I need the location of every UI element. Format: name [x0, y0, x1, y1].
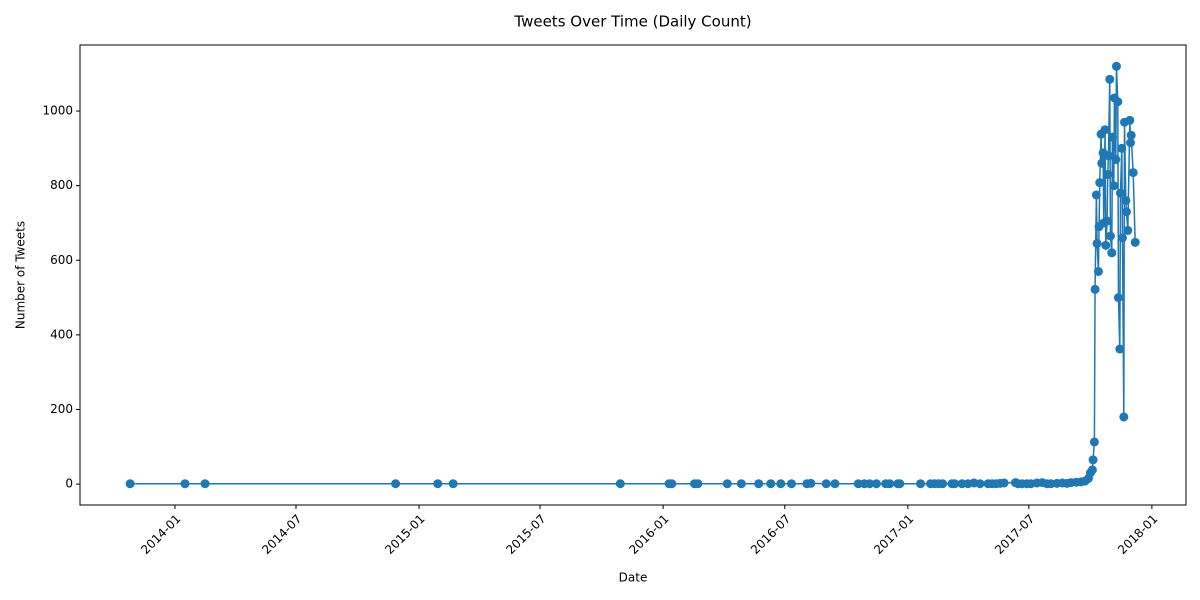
- point: [871, 479, 881, 489]
- point: [125, 479, 135, 489]
- point: [1092, 238, 1102, 248]
- point: [786, 479, 796, 489]
- y-tick-label: 1000: [42, 104, 73, 118]
- point: [938, 479, 948, 489]
- x-tick-label: 2018-01: [1115, 512, 1160, 557]
- point: [1101, 240, 1111, 250]
- point: [1125, 115, 1135, 125]
- x-axis-label: Date: [619, 571, 648, 585]
- point: [1123, 225, 1133, 235]
- x-tick-label: 2017-01: [871, 512, 916, 557]
- point: [200, 479, 210, 489]
- point: [1117, 143, 1127, 153]
- point: [448, 479, 458, 489]
- point: [950, 479, 960, 489]
- point: [1105, 231, 1115, 241]
- point: [1115, 188, 1125, 198]
- point: [1088, 455, 1098, 465]
- point: [1109, 181, 1119, 191]
- point: [1093, 266, 1103, 276]
- plot-frame: [79, 44, 1187, 506]
- point: [1095, 178, 1105, 188]
- point: [766, 479, 776, 489]
- y-tick-label: 400: [50, 327, 73, 341]
- point: [1115, 344, 1125, 354]
- y-tick-label: 200: [50, 402, 73, 416]
- point: [1130, 237, 1140, 247]
- y-axis-label: Number of Tweets: [14, 221, 28, 329]
- point: [1125, 138, 1135, 148]
- point: [1087, 465, 1097, 475]
- point: [1103, 169, 1113, 179]
- point: [1107, 132, 1117, 142]
- point: [821, 479, 831, 489]
- x-tick-label: 2014-01: [138, 512, 183, 557]
- point: [1121, 207, 1131, 217]
- x-tick-label: 2017-07: [992, 512, 1037, 557]
- point: [180, 479, 190, 489]
- point: [1089, 437, 1099, 447]
- point: [1111, 61, 1121, 71]
- point: [1113, 97, 1123, 107]
- point: [1113, 293, 1123, 303]
- point: [1117, 233, 1127, 243]
- point: [1100, 125, 1110, 135]
- point: [1102, 216, 1112, 226]
- chart-title: Tweets Over Time (Daily Count): [513, 13, 751, 31]
- line: [130, 66, 1136, 485]
- y-tick-label: 0: [65, 477, 73, 491]
- point: [916, 479, 926, 489]
- x-tick-label: 2016-01: [626, 512, 671, 557]
- point: [1105, 74, 1115, 84]
- point: [615, 479, 625, 489]
- point: [1107, 248, 1117, 258]
- x-tick-label: 2016-07: [748, 512, 793, 557]
- point: [1128, 168, 1138, 178]
- point: [1103, 151, 1113, 161]
- point: [722, 479, 732, 489]
- point: [1121, 196, 1131, 206]
- point: [975, 479, 985, 489]
- point: [1111, 155, 1121, 165]
- point: [885, 479, 895, 489]
- y-tick-label: 600: [50, 253, 73, 267]
- x-tick-label: 2015-01: [382, 512, 427, 557]
- point: [391, 479, 401, 489]
- point: [754, 479, 764, 489]
- x-tick-label: 2014-07: [259, 512, 304, 557]
- point: [1126, 130, 1136, 140]
- point: [1090, 284, 1100, 294]
- point: [806, 478, 816, 488]
- point: [1091, 190, 1101, 200]
- point: [830, 479, 840, 489]
- point: [693, 479, 703, 489]
- point: [865, 479, 875, 489]
- point: [999, 478, 1009, 488]
- point: [1119, 412, 1129, 422]
- point: [895, 479, 905, 489]
- x-tick-label: 2015-07: [503, 512, 548, 557]
- point: [433, 479, 443, 489]
- point: [1097, 158, 1107, 168]
- point: [736, 479, 746, 489]
- y-tick-label: 800: [50, 178, 73, 192]
- point: [667, 479, 677, 489]
- point: [776, 479, 786, 489]
